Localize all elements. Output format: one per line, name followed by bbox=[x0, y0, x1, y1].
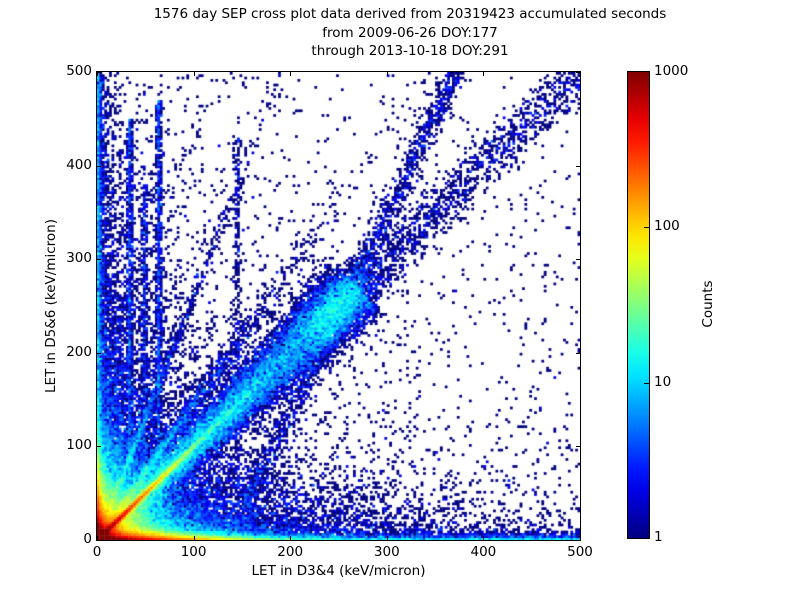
y-tick-mark bbox=[97, 352, 101, 354]
colorbar-tick-label: 10 bbox=[654, 373, 672, 390]
colorbar-axis-label: Counts bbox=[700, 280, 716, 328]
x-axis-label: LET in D3&4 (keV/micron) bbox=[251, 563, 426, 579]
y-tick-mark bbox=[97, 446, 101, 448]
title-block: 1576 day SEP cross plot data derived fro… bbox=[20, 5, 800, 61]
colorbar-tick-label: 1000 bbox=[654, 63, 689, 79]
x-tick-mark bbox=[386, 72, 388, 76]
y-axis-label: LET in D5&6 (keV/micron) bbox=[43, 219, 59, 393]
chart-subtitle-through: through 2013-10-18 DOY:291 bbox=[311, 43, 509, 59]
x-tick-mark bbox=[290, 536, 292, 540]
colorbar bbox=[627, 71, 650, 539]
x-tick-label: 200 bbox=[277, 544, 304, 560]
y-tick-mark bbox=[97, 72, 101, 73]
chart-title: 1576 day SEP cross plot data derived fro… bbox=[153, 6, 667, 22]
colorbar-tick-label: 1 bbox=[654, 529, 663, 545]
colorbar-tick-mark bbox=[644, 382, 649, 384]
x-tick-label: 100 bbox=[180, 544, 207, 560]
density-scatter-canvas bbox=[97, 72, 580, 540]
y-tick-label: 100 bbox=[66, 437, 92, 454]
y-tick-mark bbox=[576, 165, 580, 167]
y-tick-label: 200 bbox=[66, 343, 92, 360]
y-tick-mark bbox=[97, 259, 101, 261]
y-tick-label: 400 bbox=[66, 156, 92, 173]
x-tick-mark bbox=[580, 72, 581, 76]
y-tick-mark bbox=[576, 72, 580, 73]
chart-subtitle-from: from 2009-06-26 DOY:177 bbox=[322, 24, 498, 41]
x-tick-mark bbox=[97, 72, 98, 76]
x-tick-mark bbox=[193, 536, 195, 540]
plot-area bbox=[96, 71, 581, 541]
x-tick-mark bbox=[483, 72, 485, 76]
x-tick-mark bbox=[386, 536, 388, 540]
y-tick-mark bbox=[576, 352, 580, 354]
y-tick-label: 500 bbox=[66, 63, 92, 79]
x-tick-label: 400 bbox=[470, 544, 497, 560]
y-tick-label: 0 bbox=[83, 531, 92, 547]
x-tick-label: 300 bbox=[373, 544, 400, 560]
colorbar-gradient bbox=[628, 72, 649, 538]
y-tick-mark bbox=[576, 446, 580, 448]
x-tick-mark bbox=[290, 72, 292, 76]
y-tick-mark bbox=[97, 165, 101, 167]
x-tick-mark bbox=[483, 536, 485, 540]
x-tick-mark bbox=[193, 72, 195, 76]
y-tick-mark bbox=[97, 540, 101, 541]
y-tick-mark bbox=[576, 259, 580, 261]
x-tick-label: 0 bbox=[92, 544, 102, 560]
y-tick-mark bbox=[576, 540, 580, 541]
x-tick-mark bbox=[97, 536, 98, 540]
colorbar-tick-label: 100 bbox=[654, 218, 680, 235]
y-tick-label: 300 bbox=[66, 250, 92, 267]
x-tick-label: 500 bbox=[567, 544, 593, 560]
x-tick-mark bbox=[580, 536, 581, 540]
colorbar-tick-mark bbox=[644, 227, 649, 229]
